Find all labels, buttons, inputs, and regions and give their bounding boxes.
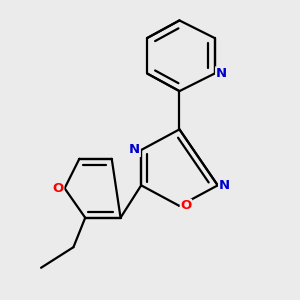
Text: N: N — [129, 143, 140, 157]
Text: O: O — [180, 200, 191, 212]
Text: N: N — [219, 179, 230, 192]
Text: O: O — [52, 182, 64, 195]
Text: N: N — [216, 67, 227, 80]
